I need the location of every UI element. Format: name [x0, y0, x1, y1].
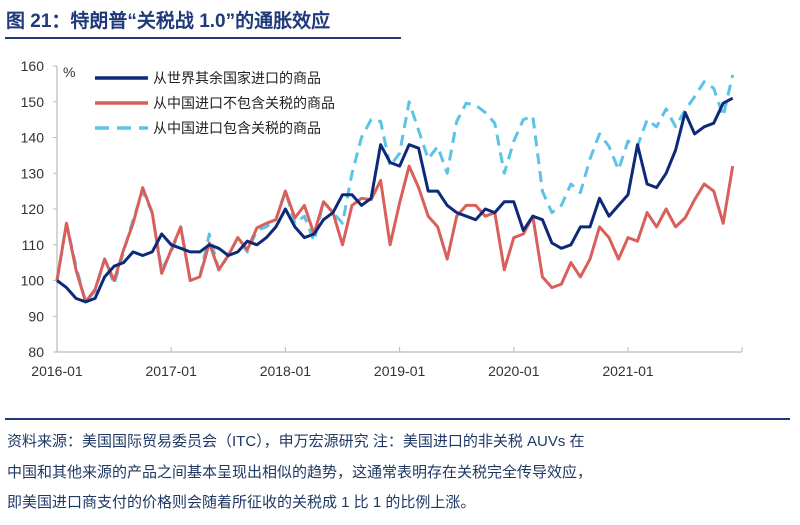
- figure-title: 图 21：特朗普“关税战 1.0”的通胀效应: [6, 11, 331, 32]
- y-tick-label: 110: [22, 237, 45, 253]
- y-tick-label: 140: [21, 130, 45, 146]
- x-tick-label: 2019-01: [374, 363, 426, 379]
- x-tick-label: 2021-01: [602, 363, 654, 379]
- legend-label-3: 从中国进口包含关税的商品: [153, 120, 321, 136]
- y-tick-label: 80: [28, 344, 44, 360]
- legend-label-1: 从世界其余国家进口的商品: [153, 70, 321, 86]
- line-chart: 80 90 100 110 120 130 140 150 160 % 2016-01 2017-01…: [21, 58, 743, 379]
- x-tick-label: 2017-01: [146, 363, 198, 379]
- y-tick-label: 130: [21, 165, 45, 181]
- y-tick-label: 120: [21, 201, 45, 217]
- x-tick-label: 2018-01: [260, 363, 312, 379]
- legend-label-2: 从中国进口不包含关税的商品: [153, 95, 335, 111]
- y-unit-label: %: [63, 64, 75, 80]
- series-line-1: [56, 96, 734, 304]
- x-tick-label: 2020-01: [488, 363, 540, 379]
- source-note-line-2: 中国和其他来源的产品之间基本呈现出相似的趋势，这通常表明存在关税完全传导效应，: [7, 464, 593, 481]
- y-tick-label: 90: [28, 308, 44, 324]
- y-tick-label: 150: [21, 94, 45, 110]
- series-line-2: [55, 164, 735, 304]
- source-note-line-3: 即美国进口商支付的价格则会随着所征收的关税成 1 比 1 的比例上涨。: [7, 494, 476, 511]
- source-note-line-1: 资料来源：美国国际贸易委员会（ITC），申万宏源研究 注：美国进口的非关税 AU…: [7, 433, 585, 450]
- y-tick-label: 100: [21, 273, 45, 289]
- title-divider: [5, 37, 401, 39]
- footer-divider: [5, 418, 790, 420]
- x-tick-label: 2016-01: [31, 363, 83, 379]
- series-line-3: [55, 74, 735, 304]
- y-tick-label: 160: [21, 58, 45, 74]
